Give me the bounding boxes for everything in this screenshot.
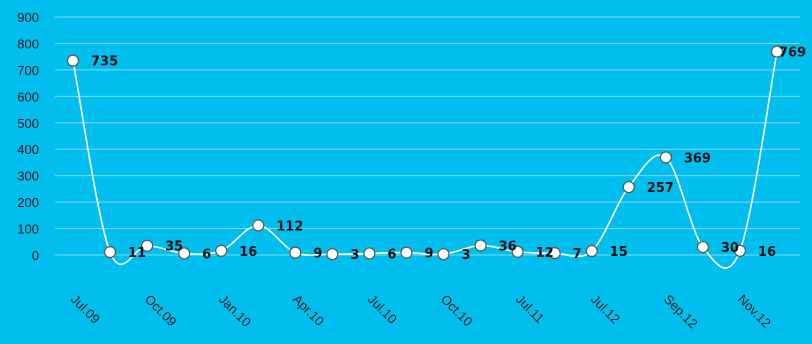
data-point [437,248,450,261]
x-axis: Jul.09 Oct.09 Jan.10 Apr.10 Jul.10 Oct.10 Jul.… [68,292,774,332]
data-point [363,247,376,260]
data-point [326,248,339,261]
data-point [696,240,709,254]
x-tick-label: Apr.10 [290,292,327,329]
data-point [400,246,413,259]
data-label: 735 [91,55,118,70]
x-tick-label: Jul.10 [365,292,400,327]
y-tick-label: 800 [17,36,39,51]
y-tick-label: 400 [17,142,39,157]
data-point [622,180,635,194]
data-label: 6 [202,247,211,262]
data-label: 7 [573,247,582,262]
data-label: 3 [462,248,471,263]
y-tick-label: 900 [17,10,39,25]
data-label: 6 [387,247,396,262]
data-point [289,246,302,259]
x-tick-label: Sep.12 [661,292,701,332]
data-point [141,239,154,252]
y-tick-label: 500 [17,116,39,131]
data-label: 112 [276,219,303,234]
data-label: 369 [684,151,711,166]
y-tick-label: 100 [17,222,39,237]
y-tick-label: 0 [32,248,39,263]
data-point [474,239,487,252]
data-label: 9 [424,247,433,262]
data-label: 15 [610,245,628,260]
data-label: 36 [499,239,517,254]
data-point [103,245,117,259]
data-point [215,244,228,257]
data-point [585,244,598,258]
data-point [178,247,191,260]
data-label: 16 [239,245,257,260]
data-label: 257 [647,181,674,196]
gridlines [55,16,800,256]
data-markers [66,45,784,261]
y-axis: 0 100 200 300 400 500 600 700 800 900 [17,10,39,263]
y-tick-label: 200 [17,195,39,210]
y-tick-label: 300 [17,169,39,184]
x-tick-label: Nov.12 [735,292,774,331]
data-point [548,247,561,260]
x-tick-label: Oct.10 [438,292,476,330]
x-tick-label: Oct.09 [142,292,180,330]
data-point [66,54,80,67]
data-label: 35 [165,240,183,255]
data-point [511,245,524,258]
data-point [252,219,265,232]
data-label: 12 [536,246,554,261]
data-label: 9 [313,247,322,262]
data-label: 769 [779,46,806,61]
data-label: 16 [758,245,776,260]
data-point [770,45,784,58]
x-tick-label: Jan.10 [216,292,254,330]
data-point [733,244,747,257]
y-tick-label: 700 [17,63,39,78]
data-label: 3 [350,248,359,263]
series-line [72,51,778,269]
y-tick-label: 600 [17,89,39,104]
x-tick-label: Jul.09 [68,292,103,327]
data-point [659,151,672,164]
x-tick-label: Jul.11 [513,292,547,326]
data-label: 30 [721,241,739,256]
data-label: 11 [128,246,146,261]
x-tick-label: Jul.12 [588,292,623,327]
